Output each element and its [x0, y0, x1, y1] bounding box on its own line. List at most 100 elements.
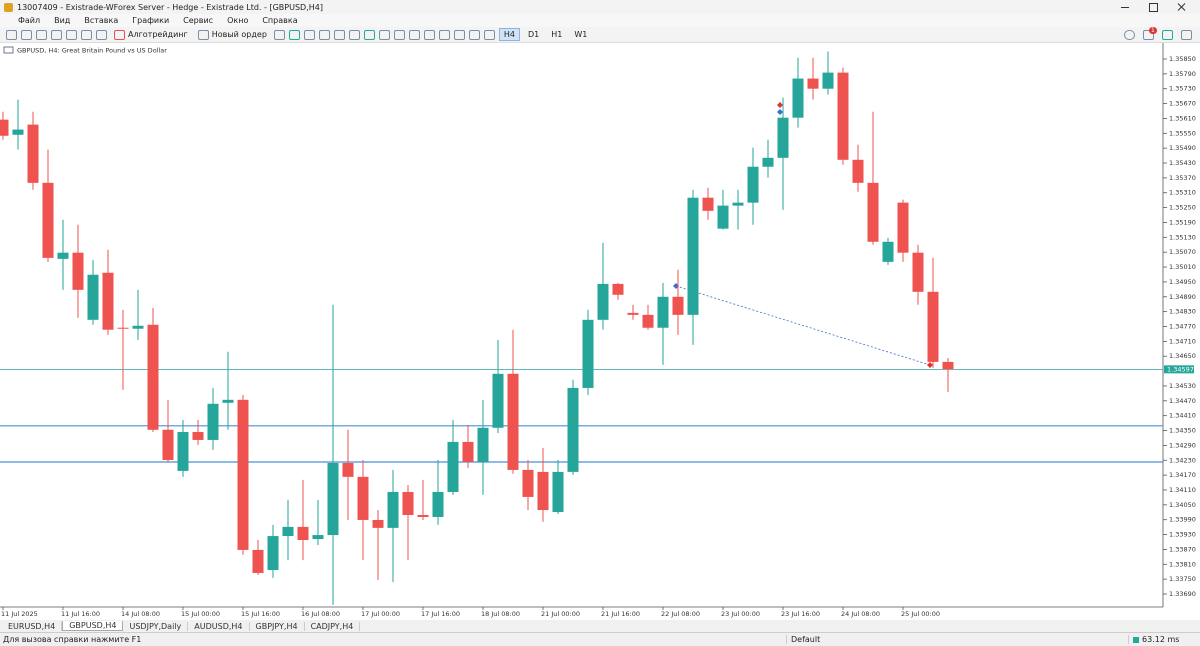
tool-icon[interactable] [1181, 29, 1192, 40]
y-tick-label: 1.33690 [1169, 590, 1196, 598]
tool-icon[interactable] [303, 29, 315, 40]
x-tick-label: 24 Jul 08:00 [841, 610, 880, 618]
tool-icon[interactable] [393, 29, 405, 40]
timeframe-button[interactable]: H1 [551, 30, 563, 39]
candle-body [57, 252, 69, 259]
tool-icon[interactable] [66, 29, 77, 40]
chart-tab[interactable]: EURUSD,H4 [2, 621, 63, 631]
y-tick-label: 1.33750 [1169, 575, 1196, 583]
x-tick-label: 17 Jul 00:00 [361, 610, 400, 618]
chart-tabs: EURUSD,H4 GBPUSD,H4 USDJPY,Daily AUDUSD,… [0, 620, 1200, 632]
menu-item[interactable]: Справка [262, 16, 298, 25]
title-bar: 13007409 - Existrade-WForex Server - Hed… [0, 0, 1200, 14]
menu-bar: Файл Вид Вставка Графики Сервис Окно Спр… [0, 14, 1200, 27]
chart-background [0, 43, 1200, 620]
new-order-button[interactable]: Новый ордер [195, 29, 270, 40]
notifications[interactable]: 1 [1143, 26, 1157, 40]
chart-tab[interactable]: GBPJPY,H4 [250, 621, 305, 631]
tool-icon[interactable] [363, 29, 375, 40]
candle-body [522, 469, 534, 497]
y-tick-label: 1.34230 [1169, 456, 1196, 464]
x-tick-label: 14 Jul 08:00 [121, 610, 160, 618]
x-tick-label: 18 Jul 08:00 [481, 610, 520, 618]
y-tick-label: 1.35250 [1169, 204, 1196, 212]
menu-item[interactable]: Окно [227, 16, 249, 25]
tool-icon[interactable] [408, 29, 420, 40]
algo-trading-button[interactable]: Алготрейдинг [111, 29, 191, 40]
chart-title: GBPUSD, H4: Great Britain Pound vs US Do… [17, 47, 167, 55]
tool-icon[interactable] [6, 29, 17, 40]
tool-icon[interactable] [81, 29, 92, 40]
chart-tab[interactable]: USDJPY,Daily [123, 621, 189, 631]
x-tick-label: 23 Jul 00:00 [721, 610, 760, 618]
tool-icon[interactable] [21, 29, 32, 40]
chart-tab[interactable]: AUDUSD,H4 [188, 621, 250, 631]
menu-item[interactable]: Вид [54, 16, 71, 25]
candle-body [762, 157, 774, 167]
minimize-button[interactable] [1121, 6, 1129, 8]
tool-icon[interactable] [348, 29, 360, 40]
tool-icon[interactable] [378, 29, 390, 40]
close-button[interactable] [1177, 2, 1186, 11]
tool-icon[interactable] [438, 29, 450, 40]
chart-tab[interactable]: GBPUSD,H4 [62, 621, 124, 631]
candle-body [27, 124, 39, 183]
candle-body [897, 202, 909, 253]
connection-icon [1133, 636, 1139, 643]
candle-body [927, 291, 939, 362]
y-tick-label: 1.35190 [1169, 218, 1196, 226]
menu-item[interactable]: Файл [18, 16, 41, 25]
candle-body [792, 78, 804, 118]
candle-body [747, 166, 759, 203]
x-tick-label: 15 Jul 00:00 [181, 610, 220, 618]
timeframe-button[interactable]: W1 [574, 30, 588, 39]
maximize-button[interactable] [1149, 2, 1158, 12]
tool-icon[interactable] [1162, 29, 1173, 40]
candle-body [672, 296, 684, 315]
candle-body [237, 399, 249, 550]
tool-icon[interactable] [96, 29, 107, 40]
y-tick-label: 1.35790 [1169, 70, 1196, 78]
tool-icon[interactable] [423, 29, 435, 40]
tool-icon[interactable] [288, 29, 300, 40]
search-icon[interactable] [1124, 29, 1135, 40]
tool-icon[interactable] [453, 29, 465, 40]
tool-icon [114, 29, 125, 40]
tool-icon[interactable] [273, 29, 285, 40]
candle-body [627, 312, 639, 315]
x-tick-label: 23 Jul 16:00 [781, 610, 820, 618]
y-tick-label: 1.33930 [1169, 531, 1196, 539]
timeframe-button[interactable]: D1 [528, 30, 540, 39]
candle-body [732, 202, 744, 206]
menu-item[interactable]: Сервис [183, 16, 214, 25]
candle-body [867, 182, 879, 242]
menu-item[interactable]: Вставка [84, 16, 119, 25]
candle-body [12, 129, 24, 135]
toolbar-right: 1 [1124, 26, 1200, 40]
timeframe-button[interactable]: H4 [498, 28, 521, 41]
y-tick-label: 1.34890 [1169, 293, 1196, 301]
candle-body [447, 441, 459, 492]
tool-icon[interactable] [468, 29, 480, 40]
candle-body [252, 549, 264, 573]
tool-icon[interactable] [333, 29, 345, 40]
candle-body [537, 471, 549, 511]
chart-tab[interactable]: CADJPY,H4 [305, 621, 361, 631]
y-tick-label: 1.35550 [1169, 129, 1196, 137]
tool-icon[interactable] [318, 29, 330, 40]
tool-icon[interactable] [36, 29, 47, 40]
window-title: 13007409 - Existrade-WForex Server - Hed… [17, 2, 323, 12]
candle-body [42, 182, 54, 258]
candle-body [642, 314, 654, 328]
tool-icon[interactable] [51, 29, 62, 40]
x-tick-label: 11 Jul 16:00 [61, 610, 100, 618]
trade-marker [777, 109, 783, 115]
tool-icon[interactable] [483, 29, 495, 40]
y-tick-label: 1.34770 [1169, 323, 1196, 331]
y-tick-label: 1.34170 [1169, 471, 1196, 479]
candle-body [177, 432, 189, 471]
candle-body [132, 325, 144, 329]
menu-item[interactable]: Графики [132, 16, 170, 25]
y-tick-label: 1.34410 [1169, 412, 1196, 420]
